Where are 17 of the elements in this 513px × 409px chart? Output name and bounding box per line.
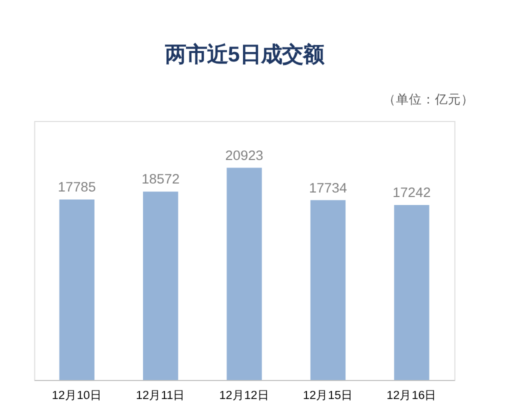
bar (226, 168, 262, 380)
data-label: 17242 (392, 185, 431, 200)
bar (310, 200, 346, 380)
x-tick-label: 12月10日 (52, 389, 102, 402)
bar (143, 192, 178, 380)
text: （单位：亿元） (382, 92, 474, 106)
chart-title: 两市近5日成交额 (164, 42, 325, 66)
data-label: 18572 (142, 172, 180, 187)
data-label: 17734 (308, 180, 348, 196)
data-label: 17785 (58, 180, 96, 195)
x-tick-label: 12月16日 (386, 389, 437, 402)
x-tick-label: 12月11日 (136, 389, 186, 402)
bar (59, 200, 94, 380)
bar (394, 205, 430, 380)
x-tick-label: 12月12日 (219, 389, 270, 402)
x-tick-label: 12月15日 (302, 389, 354, 402)
data-label: 20923 (225, 148, 264, 163)
